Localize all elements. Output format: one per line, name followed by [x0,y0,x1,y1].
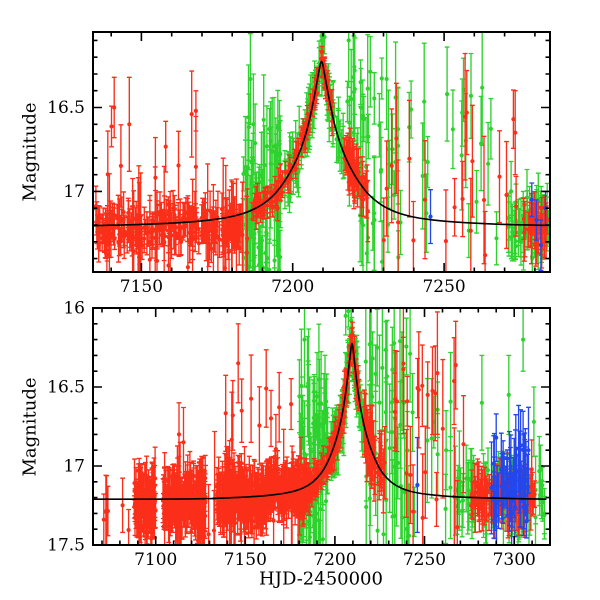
bottom-panel-x-tick-label: 7200 [313,550,356,570]
bottom-panel-ticks [93,307,551,546]
x-axis-label: HJD-2450000 [259,568,383,590]
top-panel-points-green-3 [407,85,499,241]
top-panel-y-tick-label: 16.5 [47,98,85,118]
top-panel-points-red-9 [249,50,335,219]
bottom-panel: 7100 7150 7200 7250 7300 16 16.5 17 17.5 [47,299,551,570]
top-panel-points-red-8 [105,112,198,180]
bottom-panel-x-tick-label: 7250 [403,550,446,570]
bottom-panel-data [93,308,547,545]
top-panel-points-red-12 [521,214,550,240]
top-panel-ticks [93,32,550,272]
top-panel-data [93,32,550,272]
top-panel-points-red-11 [381,114,519,258]
bottom-panel-points-red-15 [392,361,466,530]
bottom-panel-points-red-12 [223,386,294,452]
bottom-panel-points-blue-18 [489,443,531,524]
bottom-panel-points-red-10 [264,456,312,520]
bottom-panel-x-tick-label: 7300 [493,550,536,570]
bottom-panel-points-red-8 [160,473,208,534]
top-panel-x-tick-label: 7150 [120,277,163,297]
top-panel-y-tick-label: 17 [63,182,85,202]
y-axis-label-bottom: Magnitude [19,377,41,477]
bottom-panel-x-tick-label: 7150 [224,550,267,570]
bottom-panel-points-red-6 [101,503,131,533]
bottom-panel-y-tick-label: 17.5 [47,536,85,556]
top-panel-points-green-0 [240,115,283,272]
top-panel-x-tick-label: 7200 [271,277,314,297]
bottom-panel-points-red-14 [362,420,387,484]
bottom-panel-y-tick-label: 16 [63,299,85,319]
top-panel-points-green-5 [248,34,465,127]
top-panel-frame [92,31,551,273]
top-panel-points-red-6 [93,203,244,258]
bottom-panel-x-tick-label: 7100 [134,550,177,570]
bottom-panel-y-tick-label: 17 [63,457,85,477]
top-panel-x-tick-label: 7250 [422,277,465,297]
bottom-panel-errorbars-red-14 [361,389,388,514]
bottom-panel-model-curve [93,342,547,500]
bottom-panel-y-tick-label: 16.5 [47,378,85,398]
top-panel-points-red-10 [342,145,370,214]
top-panel-points-green-2 [345,64,403,264]
y-axis-label-top: Magnitude [19,102,41,202]
bottom-panel-points-red-11 [139,496,301,539]
top-panel-model-curve [93,60,550,227]
bottom-panel-points-red-13 [307,332,362,496]
bottom-panel-frame [92,307,551,546]
top-panel: 7150 7200 7250 16.5 17 [47,31,551,297]
